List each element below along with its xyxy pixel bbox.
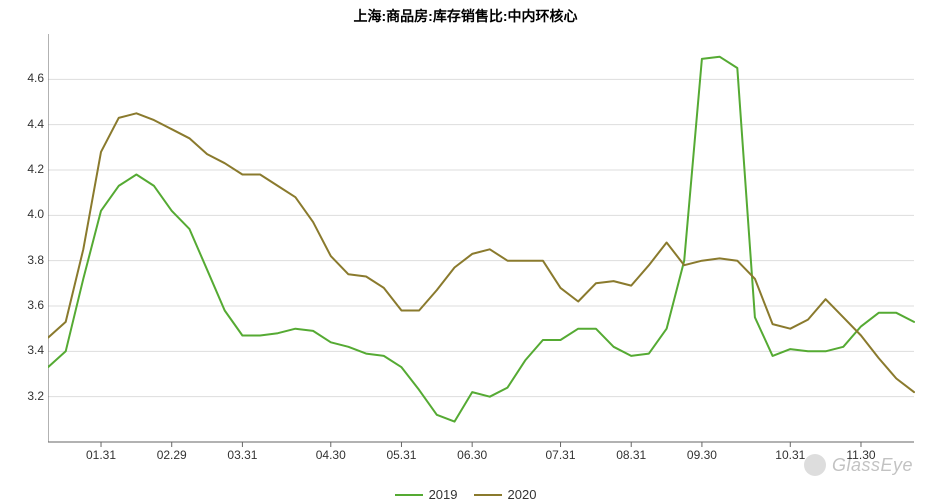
- legend-item-2020: 2020: [474, 487, 537, 502]
- x-tick-label: 03.31: [227, 448, 257, 462]
- x-tick-label: 05.31: [386, 448, 416, 462]
- plot-area: [48, 30, 918, 460]
- y-tick-label: 3.6: [18, 298, 44, 312]
- x-tick-label: 10.31: [775, 448, 805, 462]
- y-tick-label: 3.8: [18, 253, 44, 267]
- x-tick-label: 08.31: [616, 448, 646, 462]
- chart-container: 上海:商品房:库存销售比:中内环核心 20192020 GlassEye 3.2…: [0, 0, 931, 504]
- legend-label: 2019: [429, 487, 458, 502]
- series-line-2020: [48, 113, 914, 392]
- legend-label: 2020: [508, 487, 537, 502]
- y-tick-label: 4.0: [18, 207, 44, 221]
- x-tick-label: 09.30: [687, 448, 717, 462]
- x-tick-label: 07.31: [546, 448, 576, 462]
- x-tick-label: 01.31: [86, 448, 116, 462]
- watermark-icon: [804, 454, 826, 476]
- x-tick-label: 11.30: [846, 448, 875, 462]
- y-tick-label: 4.2: [18, 162, 44, 176]
- y-tick-label: 3.2: [18, 389, 44, 403]
- legend: 2019 2020: [0, 484, 931, 503]
- chart-title: 上海:商品房:库存销售比:中内环核心: [0, 6, 931, 26]
- legend-swatch: [474, 494, 502, 496]
- y-tick-label: 3.4: [18, 343, 44, 357]
- y-tick-label: 4.4: [18, 117, 44, 131]
- y-tick-label: 4.6: [18, 71, 44, 85]
- series-line-2019: [48, 57, 914, 422]
- legend-item-2019: 2019: [395, 487, 458, 502]
- x-tick-label: 06.30: [457, 448, 487, 462]
- x-tick-label: 04.30: [316, 448, 346, 462]
- legend-swatch: [395, 494, 423, 496]
- x-tick-label: 02.29: [157, 448, 187, 462]
